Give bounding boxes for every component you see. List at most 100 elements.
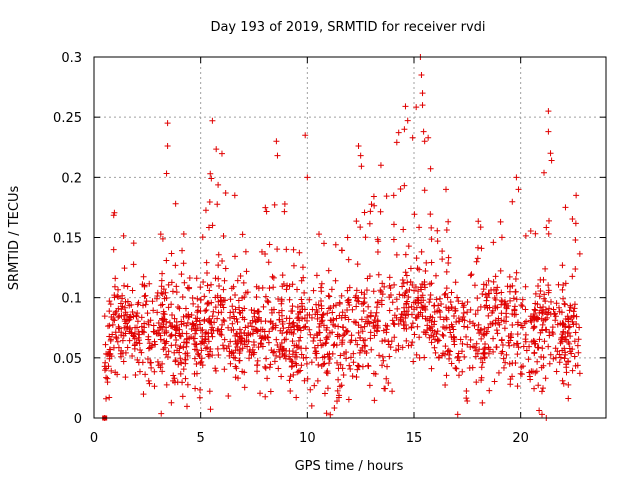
- data-point: [327, 317, 334, 324]
- data-point: [124, 283, 131, 290]
- data-point: [482, 291, 489, 298]
- data-point: [522, 306, 529, 313]
- data-point: [181, 279, 188, 286]
- data-point: [477, 224, 484, 231]
- data-point: [514, 383, 521, 390]
- data-point: [411, 331, 418, 338]
- data-point: [193, 318, 200, 325]
- data-point: [295, 368, 302, 375]
- data-point: [404, 279, 411, 286]
- data-point: [259, 284, 266, 291]
- data-point: [281, 351, 288, 358]
- data-point: [557, 354, 564, 361]
- data-point: [290, 371, 297, 378]
- data-point: [275, 295, 282, 302]
- data-point: [139, 281, 146, 288]
- data-point: [209, 222, 216, 229]
- data-point: [311, 382, 318, 389]
- data-point: [112, 275, 119, 282]
- data-point: [386, 307, 393, 314]
- data-point: [423, 259, 430, 266]
- data-point: [490, 348, 497, 355]
- data-point: [146, 280, 153, 287]
- data-point: [531, 340, 538, 347]
- data-point: [230, 313, 237, 320]
- data-point: [121, 324, 128, 331]
- data-point: [321, 240, 327, 247]
- data-point: [457, 336, 464, 343]
- data-point: [232, 374, 239, 381]
- data-point: [409, 339, 416, 346]
- data-point: [339, 324, 346, 331]
- data-point: [477, 355, 484, 362]
- data-point: [183, 322, 190, 329]
- data-point: [372, 322, 379, 329]
- data-point: [408, 342, 415, 349]
- data-point: [537, 329, 544, 336]
- data-point: [336, 299, 343, 306]
- data-point: [192, 322, 199, 329]
- data-point: [254, 308, 261, 315]
- data-point: [527, 228, 534, 235]
- data-point: [262, 365, 269, 372]
- data-point: [205, 351, 212, 358]
- data-point: [410, 358, 417, 365]
- data-point: [541, 338, 548, 345]
- data-point: [356, 363, 363, 370]
- data-point: [413, 104, 420, 111]
- data-point: [343, 355, 350, 362]
- data-point: [570, 321, 577, 328]
- data-point: [479, 399, 486, 406]
- data-point: [353, 292, 360, 299]
- data-point: [513, 296, 520, 303]
- data-point: [194, 309, 201, 316]
- data-point: [293, 342, 300, 349]
- data-point: [513, 269, 520, 276]
- data-point: [269, 320, 276, 327]
- data-point: [326, 360, 333, 367]
- data-point: [251, 342, 258, 349]
- data-point: [264, 375, 271, 382]
- data-point: [520, 363, 527, 370]
- data-point: [445, 260, 452, 267]
- data-point: [232, 306, 239, 313]
- data-point: [357, 347, 364, 354]
- data-point: [192, 385, 199, 392]
- data-point: [209, 313, 216, 320]
- data-point: [463, 387, 470, 394]
- data-point: [148, 359, 155, 366]
- data-point: [278, 373, 285, 380]
- data-point: [111, 317, 118, 324]
- data-point: [373, 309, 380, 316]
- data-point: [241, 293, 248, 300]
- data-point: [541, 169, 548, 176]
- data-point: [140, 273, 147, 280]
- data-point: [347, 365, 354, 372]
- data-point: [391, 321, 398, 328]
- data-point: [401, 292, 408, 299]
- data-point: [435, 302, 442, 309]
- data-point: [141, 293, 148, 300]
- data-point: [413, 304, 420, 311]
- data-point: [283, 246, 290, 253]
- data-point: [575, 336, 582, 343]
- data-point: [472, 353, 479, 360]
- data-point: [367, 329, 374, 336]
- data-point: [212, 367, 219, 374]
- x-axis-label: GPS time / hours: [295, 459, 404, 474]
- data-point: [492, 320, 499, 327]
- data-point: [543, 224, 550, 231]
- data-point: [530, 311, 537, 318]
- data-point: [151, 328, 158, 335]
- data-point: [172, 262, 179, 269]
- data-point: [386, 353, 393, 360]
- data-point: [308, 359, 315, 366]
- data-point: [370, 288, 377, 295]
- data-point: [208, 281, 215, 288]
- data-point: [164, 354, 171, 361]
- data-point: [432, 349, 439, 356]
- data-point: [534, 344, 541, 351]
- data-point: [154, 358, 161, 365]
- data-point: [427, 165, 434, 172]
